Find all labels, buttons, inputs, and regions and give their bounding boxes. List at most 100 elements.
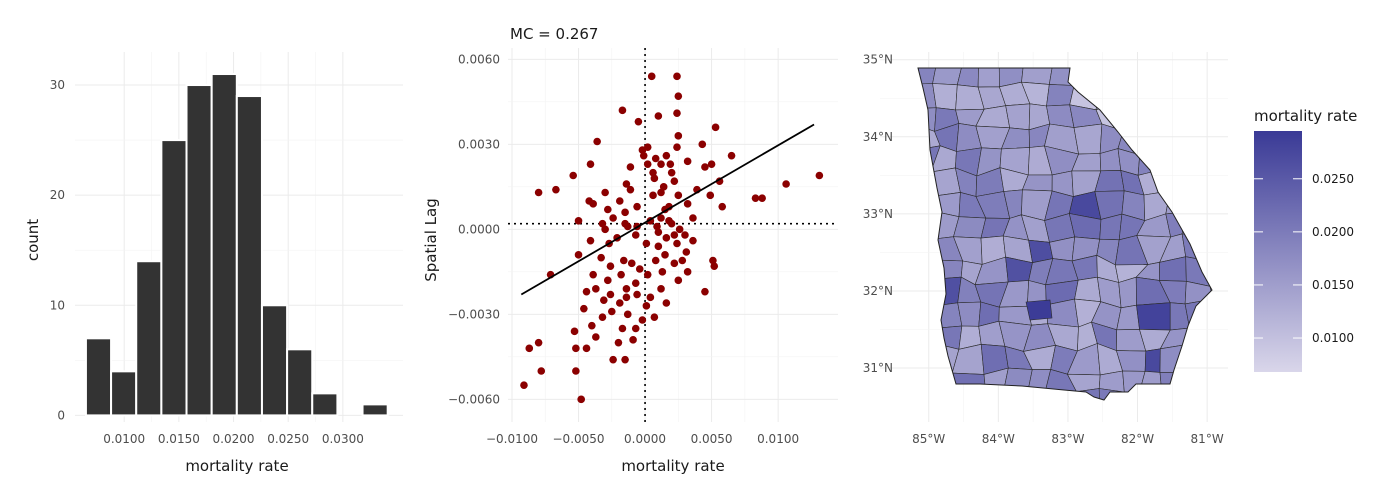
- scatter-point: [623, 310, 632, 319]
- county: [978, 388, 1007, 400]
- scatter-point: [552, 185, 560, 194]
- scatter-point: [718, 202, 727, 211]
- county: [1165, 189, 1187, 215]
- scatter-x-tick-label: 0.0000: [624, 432, 666, 446]
- scatter-point: [623, 222, 632, 231]
- county: [953, 388, 986, 400]
- scatter-point: [670, 177, 679, 185]
- scatter-point: [626, 163, 635, 171]
- scatter-point: [727, 151, 736, 160]
- scatter-point: [631, 324, 640, 333]
- county: [1143, 100, 1171, 130]
- county: [1117, 102, 1145, 132]
- map-latitude-tick-label: 35°N: [863, 53, 893, 67]
- scatter-point: [534, 188, 543, 197]
- county: [1209, 321, 1212, 351]
- scatter-point: [627, 259, 636, 268]
- scatter-point: [706, 191, 715, 200]
- scatter-x-axis-title: mortality rate: [621, 457, 724, 475]
- county: [1123, 391, 1142, 400]
- county: [1159, 128, 1190, 153]
- histogram-x-tick-label: 0.0150: [158, 432, 200, 446]
- county: [918, 83, 937, 110]
- histogram-y-tick-label: 0: [57, 408, 65, 422]
- county: [918, 211, 939, 240]
- scatter-point: [534, 338, 543, 347]
- scatter-point: [629, 336, 637, 344]
- map-counties: [918, 68, 1234, 400]
- scatter-point: [707, 160, 716, 168]
- county: [930, 302, 963, 329]
- color-legend: mortality rate 0.0100 0.0150 0.0200 0.0250: [1254, 107, 1357, 372]
- county: [918, 369, 941, 390]
- scatter-point: [614, 338, 623, 347]
- county: [1205, 234, 1212, 263]
- scatter-point: [619, 256, 628, 265]
- map-latitude-ticks: 35°N 34°N 33°N 32°N 31°N: [863, 53, 893, 375]
- county: [918, 305, 933, 329]
- scatter-x-tick-label: 0.0050: [691, 432, 733, 446]
- histogram-y-tick-label: 20: [50, 188, 65, 202]
- histogram-y-ticks: 0 10 20 30: [50, 78, 65, 422]
- scatter-point: [537, 367, 546, 375]
- scatter-point: [633, 202, 641, 211]
- county: [918, 278, 935, 307]
- scatter-point: [586, 160, 595, 168]
- county: [1159, 148, 1187, 177]
- scatter-point: [651, 154, 660, 163]
- scatter-point: [635, 265, 644, 273]
- legend-tick-label: 0.0100: [1312, 331, 1354, 345]
- scatter-y-ticks: −0.0060 −0.0030 0.0000 0.0030 0.0060: [448, 52, 500, 406]
- county: [1205, 212, 1212, 238]
- histogram-bar: [185, 84, 213, 417]
- scatter-point: [698, 140, 707, 149]
- scatter-point: [643, 270, 652, 279]
- scatter-point: [603, 276, 612, 285]
- county: [1183, 386, 1212, 400]
- scatter-point: [782, 180, 790, 188]
- scatter-x-tick-label: −0.0100: [486, 432, 538, 446]
- county: [1208, 82, 1212, 110]
- county: [1117, 79, 1145, 109]
- county: [1213, 152, 1234, 175]
- county: [1021, 68, 1054, 85]
- scatter-point: [658, 268, 667, 276]
- scatter-y-tick-label: 0.0060: [458, 52, 500, 66]
- scatter-point: [711, 123, 720, 132]
- county: [1191, 68, 1212, 86]
- histogram-y-axis-title: count: [24, 219, 42, 261]
- scatter-point: [666, 160, 675, 168]
- histogram-bar: [135, 260, 163, 417]
- histogram-bar: [235, 95, 263, 417]
- county: [1209, 261, 1212, 287]
- scatter-point: [649, 168, 657, 177]
- scatter-point: [609, 355, 617, 364]
- scatter-point: [598, 219, 607, 228]
- legend-title: mortality rate: [1254, 107, 1357, 125]
- county: [1209, 278, 1212, 310]
- scatter-point: [689, 236, 697, 245]
- county: [1210, 128, 1212, 155]
- histogram-bar: [160, 139, 188, 417]
- scatter-point: [520, 381, 528, 389]
- scatter-point: [661, 251, 669, 259]
- county: [1205, 372, 1212, 390]
- scatter-point: [622, 285, 631, 293]
- county: [1207, 189, 1212, 215]
- county: [1139, 123, 1170, 156]
- map-longitude-tick-label: 81°W: [1191, 432, 1224, 446]
- histogram-bar: [260, 304, 289, 417]
- scatter-y-axis-title: Spatial Lag: [422, 198, 440, 281]
- histogram-bar: [84, 337, 113, 417]
- scatter-point: [582, 287, 591, 296]
- scatter-point: [647, 72, 656, 81]
- county: [1138, 390, 1166, 400]
- histogram-x-tick-label: 0.0250: [267, 432, 309, 446]
- county: [918, 258, 935, 280]
- scatter-point: [751, 194, 760, 202]
- scatter-point: [674, 191, 683, 200]
- scatter-point: [681, 231, 689, 239]
- county: [1068, 68, 1100, 86]
- legend-tick-label: 0.0250: [1312, 172, 1354, 186]
- scatter-point: [673, 239, 681, 248]
